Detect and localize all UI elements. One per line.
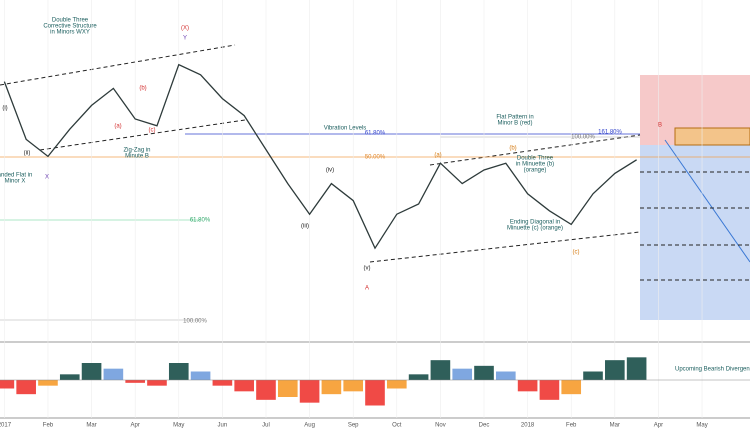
x-tick-label: May [173,423,184,429]
annotation: (i) [2,106,7,112]
oscillator-bar [321,380,342,395]
oscillator-bar [38,380,58,386]
oscillator-bar [561,380,582,395]
oscillator-bar [0,380,15,389]
annotation: (iii) [301,224,309,230]
annotation: anded Flat in [0,173,32,179]
annotation: Upcoming Bearish Divergence [675,367,750,373]
price-line [3,63,637,250]
annotation: Zig-Zag in [123,148,150,154]
annotation: X [45,175,49,181]
annotation: (a) [114,124,121,130]
oscillator-bar [147,380,167,386]
annotation: 100.00% [571,135,595,141]
annotation: Minute B [125,154,149,160]
oscillator-bar [365,380,385,406]
annotation: (b) [509,146,516,152]
oscillator-bar [430,360,451,380]
oscillator-bar [16,380,36,395]
annotation: Minor B (red) [497,121,532,127]
oscillator-bar [234,380,254,392]
annotation: B [658,123,662,129]
oscillator-bar [212,380,233,386]
annotation: Flat Pattern in [496,115,533,121]
oscillator-bar [452,368,473,380]
annotation: 50.00% [365,155,386,161]
x-tick-label: Mar [610,423,620,429]
annotation: (v) [364,266,371,272]
x-tick-label: May [696,423,707,429]
annotation: 61.80% [365,131,386,137]
annotation: (a) [434,153,441,159]
oscillator-bar [343,380,364,392]
oscillator-bar [277,380,298,397]
annotation: Ending Diagonal in [510,220,560,226]
oscillator-bar [256,380,276,400]
annotation: Corrective Structure [43,24,97,30]
x-tick-label: Sep [348,423,359,429]
x-tick-label: Jul [262,423,270,429]
entry-box [674,127,750,146]
oscillator-bar [103,368,124,380]
x-tick-label: Nov [435,423,446,429]
annotation: Double Three [52,18,89,24]
x-tick-label: 2018 [521,423,535,429]
oscillator-bar [299,380,320,403]
x-tick-label: Feb [566,423,577,429]
oscillator-bar [190,371,211,380]
x-tick-label: Apr [131,423,140,429]
annotation: (iv) [326,168,334,174]
oscillator-bar [386,380,407,389]
projection [664,139,750,263]
oscillator-bar [626,357,647,380]
annotation: Double Three [517,156,554,162]
annotation: 61.80% [190,218,211,224]
oscillator-bar [496,371,516,380]
annotation: in Minuette (b) [516,162,554,168]
annotation: Y [183,36,187,42]
annotation: (X) [181,26,189,32]
oscillator-bar [474,365,494,380]
annotation: Vibration Levels [324,126,367,132]
oscillator-bar [81,363,102,380]
annotation: 100.00% [183,319,207,325]
annotation: Minuette (c) (orange) [507,226,563,232]
fib-lines [0,133,750,321]
oscillator-bar [539,380,560,400]
oscillator-bar [59,374,80,380]
annotation: (b) [139,86,146,92]
x-tick-label: Jun [218,423,228,429]
oscillator-bar [605,360,625,380]
x-tick-label: Feb [43,423,54,429]
trend-lines [0,44,750,281]
annotation: (c) [149,128,156,134]
target-zone [640,145,750,320]
x-tick-label: Aug [304,423,315,429]
oscillator-bar [125,380,145,383]
oscillator-bar [408,374,429,380]
oscillator-bar [583,371,603,380]
annotation: (c) [573,250,580,256]
annotation: in Minors WXY [50,30,90,36]
annotation: 161.80% [598,130,622,136]
annotation: Minor X [5,179,26,185]
x-tick-label: Oct [392,423,402,429]
x-tick-label: Mar [86,423,96,429]
oscillator-bar [517,380,538,392]
x-tick-label: Dec [479,423,490,429]
annotation: (orange) [524,168,547,174]
x-tick-label: Apr [654,423,663,429]
annotation: A [365,286,369,292]
annotation: (ii) [24,151,31,157]
x-tick-label: 2017 [0,423,12,429]
oscillator-bar [168,363,189,380]
